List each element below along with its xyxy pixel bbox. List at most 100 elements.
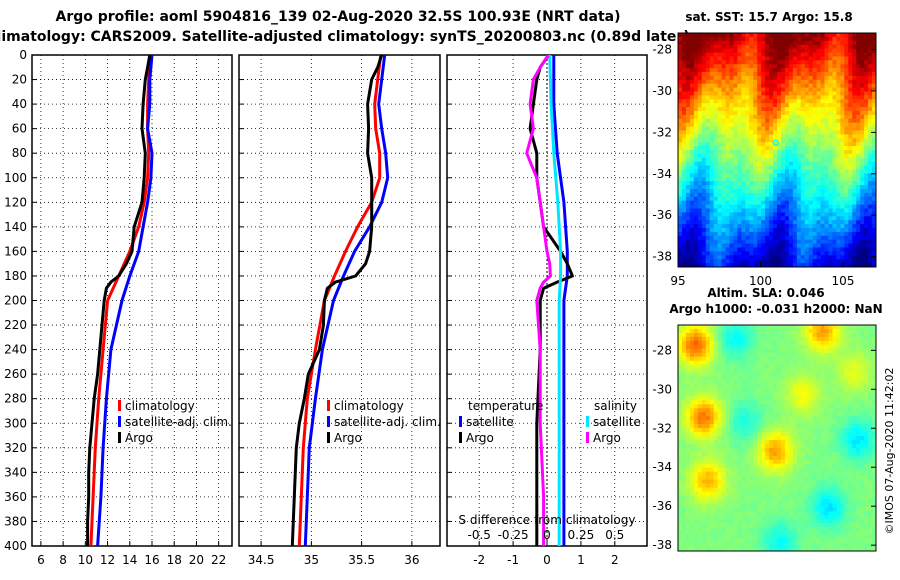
sst-cell [796,189,802,194]
sst-cell [761,79,766,85]
sst-cell [685,91,691,96]
sst-cell [741,83,746,88]
sst-cell [816,52,821,57]
sst-cell [808,157,814,163]
sla-cell [765,432,770,437]
sst-cell [864,192,869,198]
sla-cell [729,432,734,437]
sst-cell [820,103,825,108]
sla-cell [780,344,786,350]
sst-cell [741,169,746,174]
sst-cell [824,228,829,233]
sst-cell [729,239,734,244]
sst-cell [753,142,758,147]
sst-cell [689,122,695,127]
sst-cell [769,177,774,182]
sla-cell [717,416,722,421]
series-line-argo [86,55,152,546]
sst-lon-label: 105 [832,274,855,288]
sst-cell [816,87,821,92]
sla-cell [792,325,798,330]
sst-cell [741,40,746,46]
sla-cell [852,400,857,405]
sst-cell [856,56,861,61]
sla-cell [808,380,814,385]
sla-cell [689,376,695,381]
sst-cell [745,259,750,264]
sla-cell [808,388,814,393]
sst-cell [864,235,869,241]
sla-cell [836,396,841,401]
sst-cell [737,138,742,143]
sst-cell [773,185,778,190]
sst-cell [729,157,734,163]
sst-cell [773,134,778,139]
sst-cell [705,204,711,209]
sst-cell [769,161,774,166]
sla-cell [828,340,833,346]
sst-cell [693,169,699,174]
sst-cell [721,259,726,264]
sst-cell [678,228,683,233]
sst-cell [729,142,734,147]
sst-cell [753,126,758,131]
sla-cell [868,451,873,457]
s-diff-tick-label: 0.25 [568,528,595,542]
sst-cell [697,235,703,241]
sst-cell [689,40,695,46]
sst-cell [678,64,683,69]
sst-cell [749,72,754,77]
sst-cell [713,83,718,88]
sla-cell [757,384,762,389]
sst-cell [788,239,794,244]
sst-cell [741,103,746,108]
sla-cell [769,348,774,354]
sst-cell [800,87,806,92]
sla-cell [741,436,746,441]
sst-cell [788,83,794,88]
sla-cell [872,344,877,350]
sst-cell [737,79,742,85]
sst-cell [840,200,845,205]
sst-cell [701,75,707,81]
sst-cell [769,169,774,174]
sst-cell [717,40,722,46]
sst-cell [709,259,715,264]
sst-map-frame [677,32,877,268]
sst-cell [840,216,845,221]
sst-cell [804,40,810,46]
sst-cell [705,60,711,65]
sst-cell [757,95,762,100]
sst-cell [816,161,821,166]
sst-cell [697,111,703,116]
sst-cell [820,189,825,194]
sst-cell [689,189,695,194]
sst-cell [780,189,786,194]
sst-cell [872,60,877,65]
sst-cell [717,87,722,92]
sla-cell [816,348,821,354]
sst-cell [705,165,711,170]
sla-cell [749,336,754,342]
sst-cell [856,130,861,135]
sla-cell [780,356,786,362]
sla-cell [804,424,810,429]
sst-cell [824,169,829,174]
sst-cell [753,165,758,170]
sla-cell [824,376,829,381]
sla-cell [796,328,802,334]
sst-cell [705,208,711,213]
sla-cell [757,400,762,405]
sla-cell [741,328,746,334]
sst-cell [796,192,802,198]
sst-cell [840,64,845,69]
sla-cell [773,400,778,405]
sst-cell [792,126,798,131]
sst-cell [796,134,802,139]
sst-cell [709,36,715,42]
sst-cell [832,200,837,205]
sst-cell [800,114,806,120]
sla-cell [860,336,865,342]
sst-cell [765,72,770,77]
sst-cell [852,189,857,194]
